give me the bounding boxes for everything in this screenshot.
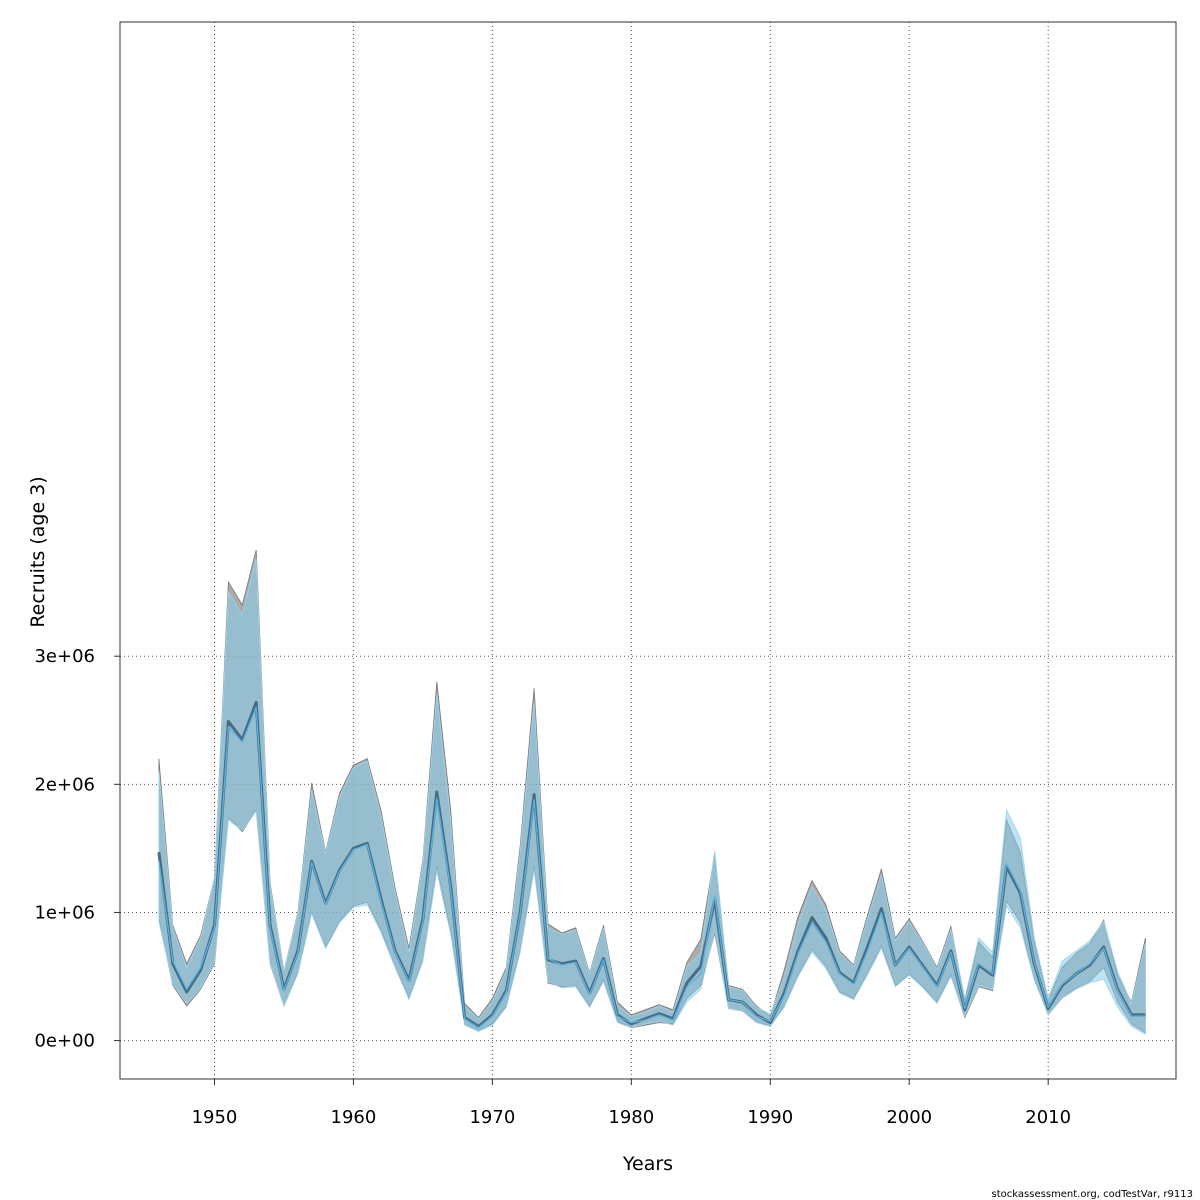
x-tick-label: 2010 [1025, 1107, 1071, 1128]
x-tick-label: 1970 [469, 1107, 515, 1128]
y-tick-label: 2e+06 [34, 774, 95, 795]
y-axis-title: Recruits (age 3) [27, 476, 49, 627]
y-axis-ticks: 0e+00 1e+06 2e+06 3e+06 [34, 646, 120, 1052]
grid [120, 22, 1176, 1079]
y-tick-label: 0e+00 [34, 1031, 95, 1052]
plot-frame [119, 21, 1177, 1080]
x-tick-label: 1950 [192, 1107, 238, 1128]
x-axis-title: Years [622, 1153, 673, 1175]
series-lines [157, 700, 1146, 1029]
x-axis-ticks: 1950 1960 1970 1980 1990 2000 2010 [192, 1079, 1071, 1128]
y-tick-label: 1e+06 [34, 902, 95, 923]
x-tick-label: 1990 [747, 1107, 793, 1128]
series-b-band [158, 558, 1146, 1035]
x-tick-label: 1960 [331, 1107, 377, 1128]
x-tick-label: 2000 [886, 1107, 932, 1128]
x-tick-label: 1980 [608, 1107, 654, 1128]
series-b-line [158, 706, 1146, 1029]
y-tick-label: 3e+06 [34, 646, 95, 667]
confidence-bands [158, 549, 1146, 1035]
footnote: stockassessment.org, codTestVar, r9113 [992, 1189, 1193, 1200]
